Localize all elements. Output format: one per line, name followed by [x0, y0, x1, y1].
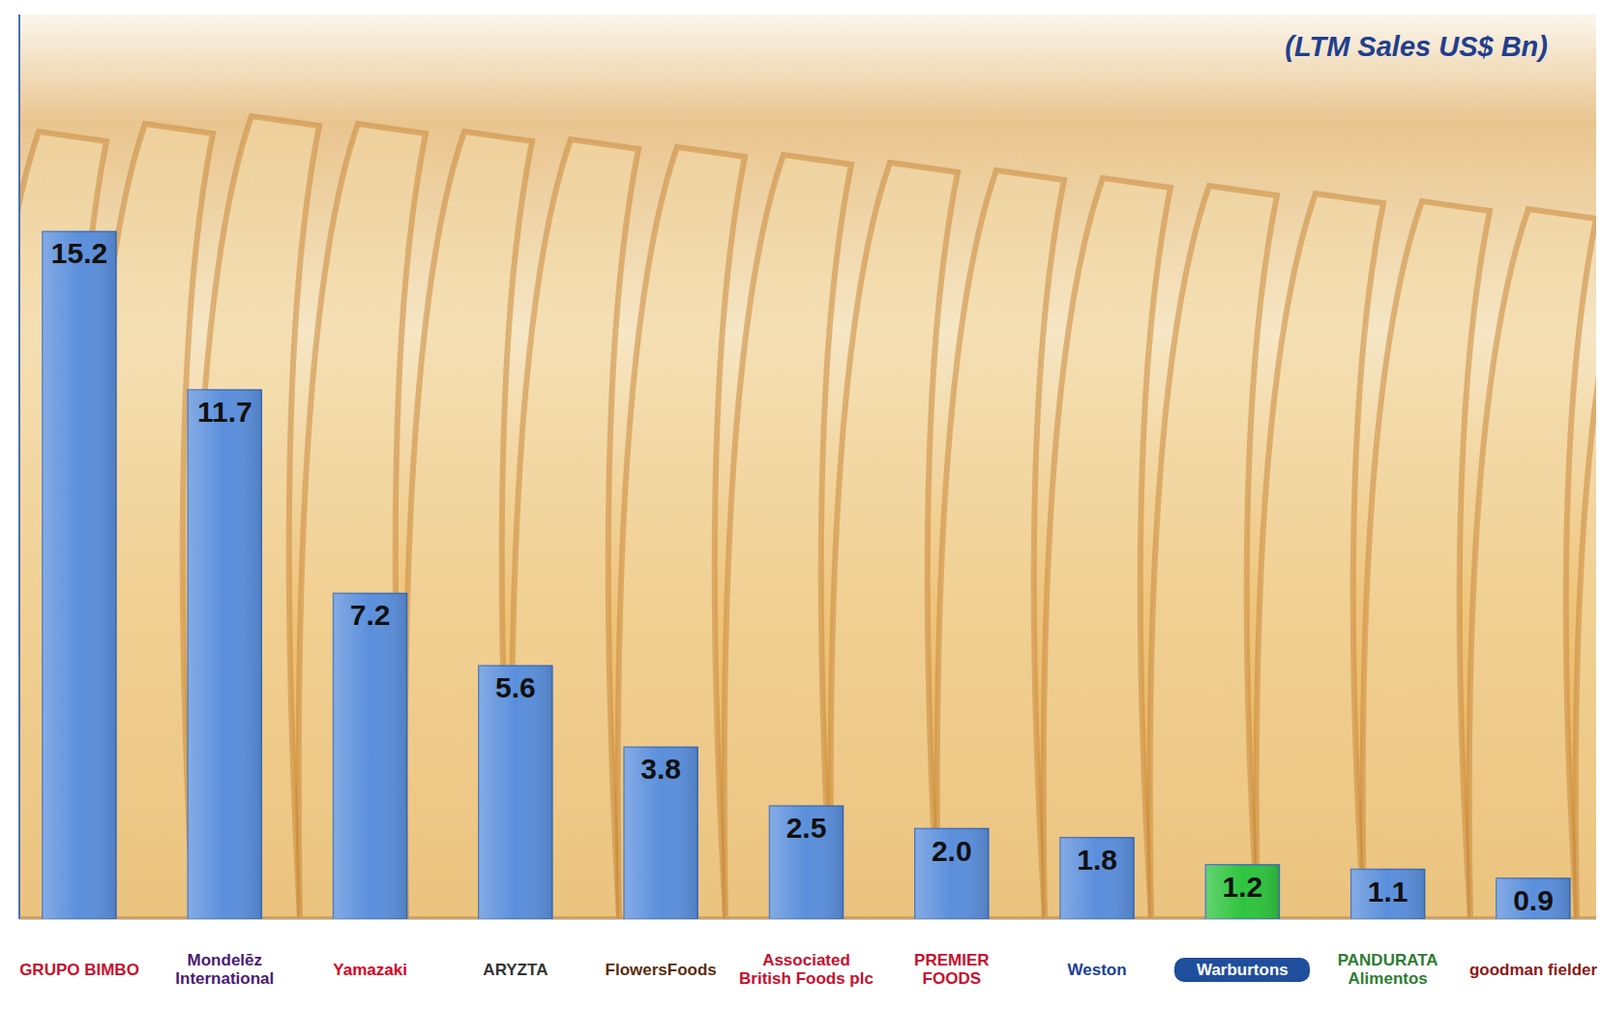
page: {"chart_data": {"type": "bar", "title": … [0, 0, 1600, 1010]
bar-shine [1205, 864, 1279, 919]
data-labels: 15.2 11.7 7.2 5.6 3.8 2.5 2.0 1.8 1.2 1.1 0.9 [51, 237, 1554, 917]
bar-shine [770, 805, 844, 919]
title: (LTM Sales US$ Bn) [1284, 30, 1548, 62]
bar [187, 389, 262, 919]
bar [1496, 878, 1571, 919]
bars [42, 231, 1571, 919]
bar-shine [1496, 878, 1571, 919]
category-label: GRUPO BIMBO [11, 960, 148, 979]
bar [1060, 837, 1134, 919]
bar-shine [187, 389, 262, 919]
bar-shine [333, 592, 408, 919]
data-label: 1.2 [1222, 870, 1264, 903]
background [19, 14, 1597, 919]
bar-shine [1060, 837, 1134, 919]
data-label: 2.5 [786, 811, 828, 844]
bar [42, 231, 117, 919]
data-label: 2.0 [931, 834, 973, 867]
bar [770, 805, 844, 919]
data-label: 0.9 [1512, 884, 1554, 917]
bar-shine [1351, 869, 1425, 919]
bar-shine [915, 829, 989, 920]
bar [623, 746, 698, 919]
bread-slices [19, 116, 1597, 919]
category-label: PREMIER FOODS [884, 950, 1020, 988]
category-label: goodman fielder [1465, 960, 1600, 979]
data-label: 11.7 [197, 395, 253, 428]
category-label: PANDURATA Alimentos [1320, 950, 1456, 988]
category-label: Yamazaki [302, 960, 439, 979]
bar-shine [478, 665, 553, 919]
data-label: 7.2 [350, 598, 391, 631]
data-label: 5.6 [495, 671, 536, 704]
data-label: 1.1 [1367, 875, 1409, 908]
y-axis-line [18, 14, 21, 919]
bar [1205, 864, 1279, 919]
bread-slice [298, 123, 426, 919]
category-label: Associated British Foods plc [739, 950, 875, 988]
bar [478, 665, 553, 919]
data-label: 3.8 [640, 752, 682, 785]
bar [915, 829, 989, 920]
category-label: Warburtons [1174, 957, 1310, 982]
bar-shine [623, 746, 698, 919]
data-label: 15.2 [51, 237, 108, 269]
data-label: 1.8 [1076, 843, 1118, 876]
chart-svg: (LTM Sales US$ Bn) 15.2 11.7 7.2 5.6 3.8 2.5 2.… [0, 0, 1600, 1010]
bar [333, 592, 408, 919]
bar-shine [42, 231, 117, 919]
category-label: FlowersFoods [592, 960, 729, 979]
category-label: Weston [1029, 960, 1165, 979]
bread-slice [1575, 216, 1597, 919]
bar [1351, 869, 1425, 919]
category-label: ARYZTA [447, 960, 584, 979]
category-label: Mondelēz International [156, 950, 293, 988]
